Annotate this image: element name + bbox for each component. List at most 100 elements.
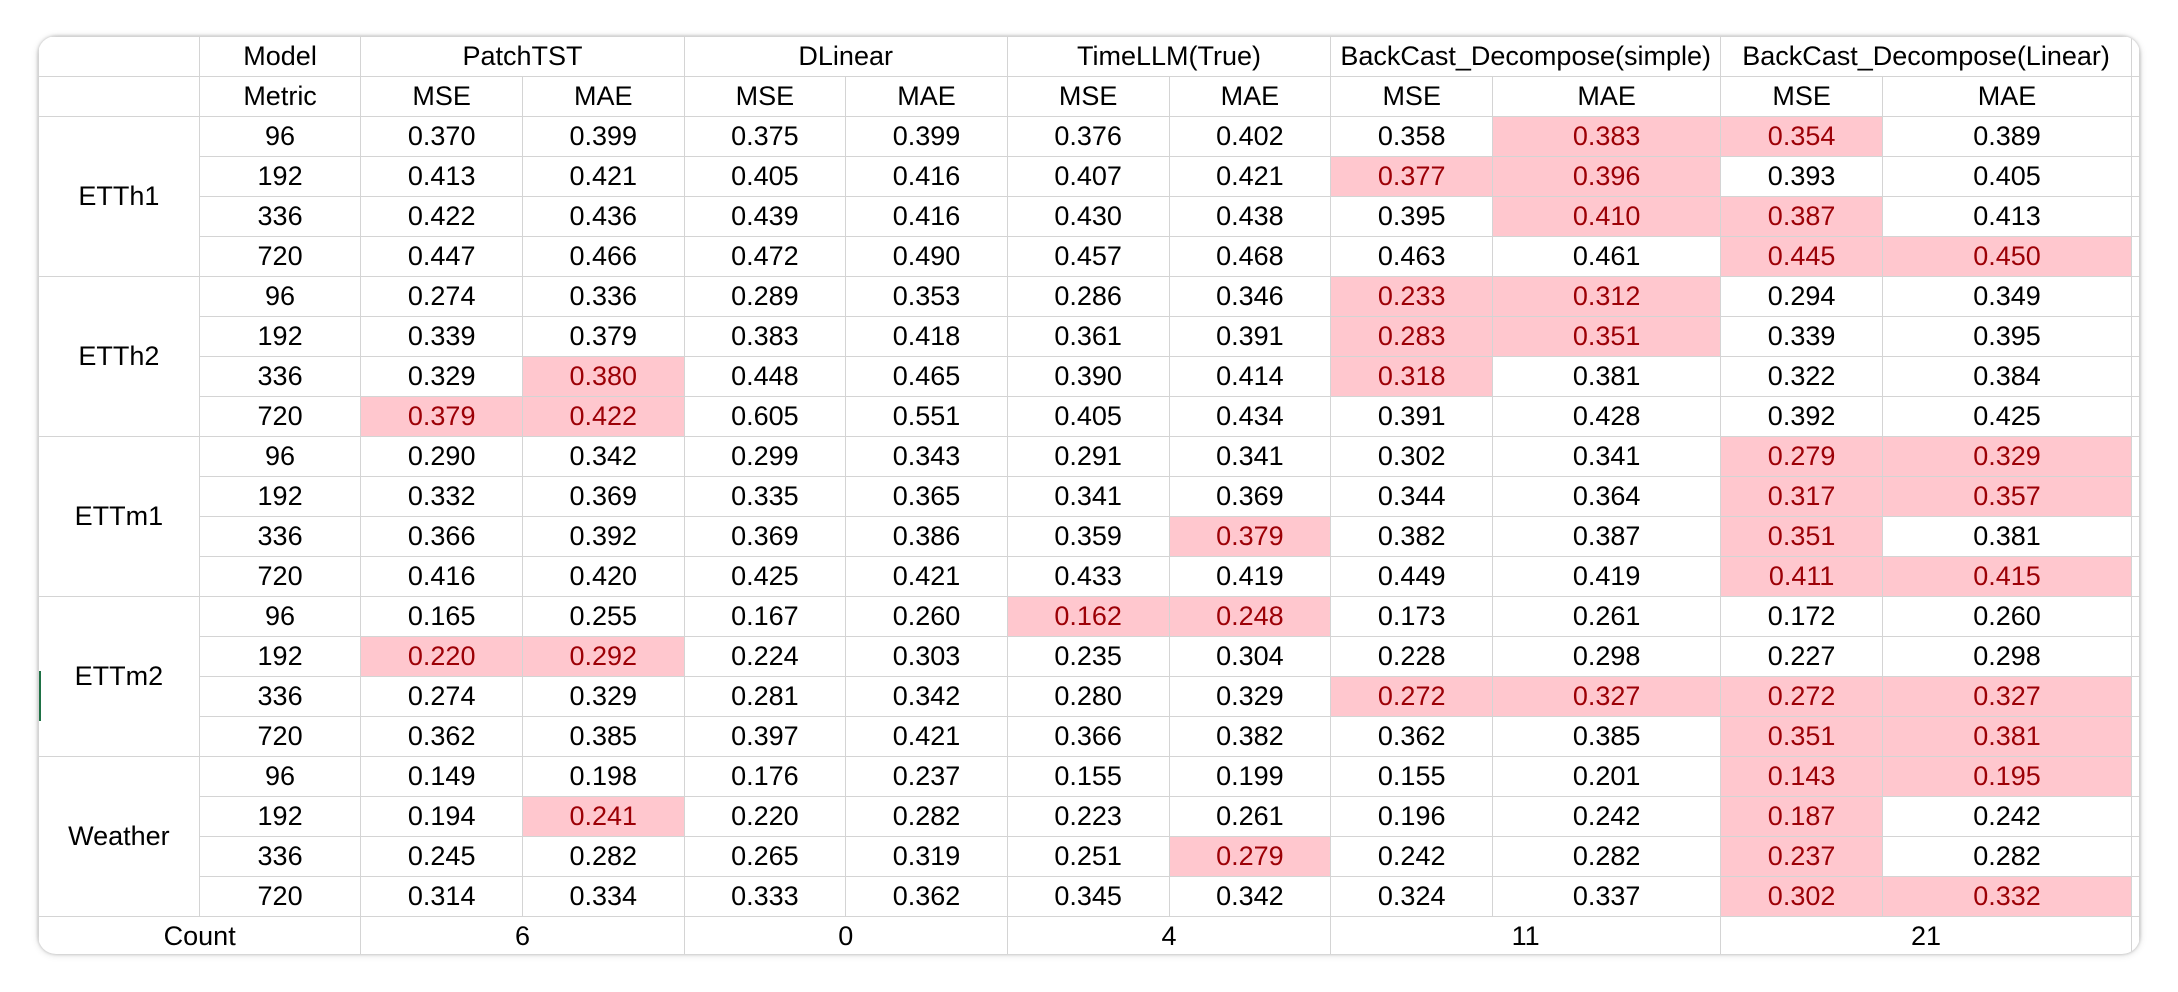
count-cell[interactable]: 0	[683, 916, 1008, 954]
value-cell[interactable]: 0.155	[1006, 756, 1170, 797]
value-cell[interactable]: 0.282	[845, 796, 1008, 837]
value-cell[interactable]: 0.416	[845, 156, 1008, 197]
value-cell[interactable]: 0.397	[683, 716, 847, 757]
value-cell[interactable]: 0.364	[1492, 476, 1722, 517]
value-cell[interactable]: 0.354	[1720, 116, 1884, 157]
value-cell[interactable]: 0.353	[845, 276, 1008, 317]
value-cell[interactable]: 0.405	[1006, 396, 1170, 437]
edge-cell[interactable]	[2130, 916, 2140, 954]
value-cell[interactable]: 0.341	[1006, 476, 1170, 517]
edge-cell[interactable]	[2130, 516, 2140, 557]
edge-cell[interactable]	[2130, 716, 2140, 757]
value-cell[interactable]: 0.407	[1006, 156, 1170, 197]
value-cell[interactable]: 0.173	[1330, 596, 1494, 637]
value-cell[interactable]: 0.359	[1006, 516, 1170, 557]
edge-cell[interactable]	[2130, 676, 2140, 717]
value-cell[interactable]: 0.433	[1006, 556, 1170, 597]
horizon-cell[interactable]: 96	[198, 436, 362, 477]
value-cell[interactable]: 0.233	[1330, 276, 1494, 317]
count-cell[interactable]: 6	[360, 916, 685, 954]
value-cell[interactable]: 0.421	[1168, 156, 1332, 197]
horizon-cell[interactable]: 192	[198, 636, 362, 677]
value-cell[interactable]: 0.143	[1720, 756, 1884, 797]
value-cell[interactable]: 0.383	[1492, 116, 1722, 157]
value-cell[interactable]: 0.272	[1330, 676, 1494, 717]
value-cell[interactable]: 0.349	[1882, 276, 2132, 317]
value-cell[interactable]: 0.223	[1006, 796, 1170, 837]
value-cell[interactable]: 0.334	[521, 876, 685, 917]
horizon-cell[interactable]: 336	[198, 836, 362, 877]
value-cell[interactable]: 0.449	[1330, 556, 1494, 597]
dataset-label-etth2[interactable]: ETTh2	[38, 276, 200, 437]
value-cell[interactable]: 0.339	[1720, 316, 1884, 357]
horizon-cell[interactable]: 720	[198, 716, 362, 757]
value-cell[interactable]: 0.362	[845, 876, 1008, 917]
value-cell[interactable]: 0.387	[1492, 516, 1722, 557]
value-cell[interactable]: 0.385	[1492, 716, 1722, 757]
value-cell[interactable]: 0.286	[1006, 276, 1170, 317]
value-cell[interactable]: 0.329	[521, 676, 685, 717]
value-cell[interactable]: 0.461	[1492, 236, 1722, 277]
horizon-cell[interactable]: 720	[198, 236, 362, 277]
edge-cell[interactable]	[2130, 276, 2140, 317]
value-cell[interactable]: 0.445	[1720, 236, 1884, 277]
value-cell[interactable]: 0.319	[845, 836, 1008, 877]
value-cell[interactable]: 0.261	[1168, 796, 1332, 837]
value-cell[interactable]: 0.261	[1492, 596, 1722, 637]
value-cell[interactable]: 0.292	[521, 636, 685, 677]
value-cell[interactable]: 0.605	[683, 396, 847, 437]
model-header-backcast-simple[interactable]: BackCast_Decompose(simple)	[1330, 36, 1722, 77]
metric-header[interactable]: MAE	[1168, 76, 1332, 117]
value-cell[interactable]: 0.165	[360, 596, 523, 637]
value-cell[interactable]: 0.242	[1330, 836, 1494, 877]
value-cell[interactable]: 0.392	[521, 516, 685, 557]
value-cell[interactable]: 0.329	[1882, 436, 2132, 477]
edge-cell[interactable]	[2130, 156, 2140, 197]
value-cell[interactable]: 0.382	[1168, 716, 1332, 757]
value-cell[interactable]: 0.220	[683, 796, 847, 837]
edge-cell[interactable]	[2130, 836, 2140, 877]
value-cell[interactable]: 0.314	[360, 876, 523, 917]
value-cell[interactable]: 0.339	[360, 316, 523, 357]
value-cell[interactable]: 0.342	[1168, 876, 1332, 917]
metric-header[interactable]: MSE	[360, 76, 523, 117]
value-cell[interactable]: 0.245	[360, 836, 523, 877]
value-cell[interactable]: 0.290	[360, 436, 523, 477]
value-cell[interactable]: 0.201	[1492, 756, 1722, 797]
value-cell[interactable]: 0.194	[360, 796, 523, 837]
value-cell[interactable]: 0.439	[683, 196, 847, 237]
value-cell[interactable]: 0.265	[683, 836, 847, 877]
value-cell[interactable]: 0.282	[521, 836, 685, 877]
value-cell[interactable]: 0.228	[1330, 636, 1494, 677]
value-cell[interactable]: 0.317	[1720, 476, 1884, 517]
value-cell[interactable]: 0.387	[1720, 196, 1884, 237]
metric-header[interactable]: MAE	[845, 76, 1008, 117]
metric-header[interactable]: MSE	[1006, 76, 1170, 117]
horizon-cell[interactable]: 96	[198, 276, 362, 317]
edge-cell[interactable]	[2130, 596, 2140, 637]
value-cell[interactable]: 0.468	[1168, 236, 1332, 277]
dataset-label-ettm1[interactable]: ETTm1	[38, 436, 200, 597]
metric-header[interactable]: MSE	[1720, 76, 1884, 117]
value-cell[interactable]: 0.414	[1168, 356, 1332, 397]
value-cell[interactable]: 0.341	[1492, 436, 1722, 477]
value-cell[interactable]: 0.386	[845, 516, 1008, 557]
value-cell[interactable]: 0.377	[1330, 156, 1494, 197]
value-cell[interactable]: 0.337	[1492, 876, 1722, 917]
value-cell[interactable]: 0.346	[1168, 276, 1332, 317]
value-cell[interactable]: 0.327	[1492, 676, 1722, 717]
value-cell[interactable]: 0.419	[1168, 556, 1332, 597]
value-cell[interactable]: 0.342	[521, 436, 685, 477]
value-cell[interactable]: 0.332	[360, 476, 523, 517]
value-cell[interactable]: 0.351	[1720, 516, 1884, 557]
value-cell[interactable]: 0.490	[845, 236, 1008, 277]
value-cell[interactable]: 0.291	[1006, 436, 1170, 477]
value-cell[interactable]: 0.369	[521, 476, 685, 517]
value-cell[interactable]: 0.379	[521, 316, 685, 357]
value-cell[interactable]: 0.422	[360, 196, 523, 237]
horizon-cell[interactable]: 336	[198, 196, 362, 237]
edge-cell[interactable]	[2130, 316, 2140, 357]
value-cell[interactable]: 0.422	[521, 396, 685, 437]
value-cell[interactable]: 0.172	[1720, 596, 1884, 637]
value-cell[interactable]: 0.389	[1882, 116, 2132, 157]
